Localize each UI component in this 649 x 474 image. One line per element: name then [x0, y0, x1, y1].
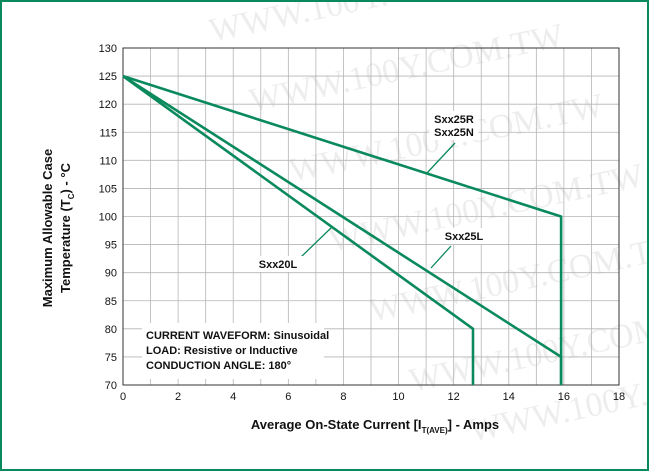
x-tick-label: 4: [230, 391, 236, 403]
y-axis-title-line1: Maximum Allowable Case: [40, 149, 55, 307]
x-axis-title-tail: ] - Amps: [448, 417, 500, 432]
note-line: LOAD: Resistive or Inductive: [146, 345, 298, 357]
x-tick-label: 18: [613, 391, 625, 403]
y-tick-label: 90: [105, 268, 117, 280]
note-line: CURRENT WAVEFORM: Sinusoidal: [146, 330, 329, 342]
y-tick-label: 120: [99, 99, 117, 111]
series-label: Sxx25R: [434, 114, 474, 126]
x-tick-label: 2: [175, 391, 181, 403]
callout-background: [439, 228, 489, 244]
series-line-0: [122, 74, 563, 385]
y-tick-label: 105: [99, 183, 117, 195]
y-tick-label: 95: [105, 240, 117, 252]
series-line-1: [122, 75, 563, 385]
x-axis-title-main: Average On-State Current [I: [251, 417, 422, 432]
y-axis-title-line2-tail: ) - °C: [58, 162, 73, 193]
callout-background: [429, 111, 479, 140]
y-tick-label: 85: [105, 296, 117, 308]
y-tick-label: 110: [99, 155, 117, 167]
x-tick-label: 12: [448, 391, 460, 403]
x-axis-title-subscript: T(AVE): [422, 426, 448, 435]
conditions-note: CURRENT WAVEFORM: Sinusoidal LOAD: Resist…: [142, 323, 329, 379]
x-tick-label: 14: [503, 391, 515, 403]
y-tick-label: 70: [105, 380, 117, 392]
x-tick-label: 0: [120, 391, 126, 403]
series-label: Sxx25L: [445, 231, 484, 243]
y-tick-label: 100: [99, 212, 117, 224]
note-background: [142, 323, 324, 379]
y-tick-label: 125: [99, 71, 117, 83]
chart: WWW.100Y.COM.TWWWW.100Y.COM.TWWWW.100Y.C…: [40, 0, 649, 450]
x-axis-title: Average On-State Current [IT(AVE)] - Amp…: [251, 417, 499, 435]
note-line: CONDUCTION ANGLE: 180°: [146, 360, 291, 372]
y-axis-title-line2-main: Temperature (T: [58, 199, 73, 293]
y-tick-labels: 70 75 80 85 90 95 100 105 110 115 120 125 130: [99, 43, 117, 392]
y-axis-title-line2: Temperature (TC) - °C: [58, 162, 76, 293]
y-axis-title-line2-subscript: C: [67, 193, 76, 199]
x-tick-label: 8: [340, 391, 346, 403]
x-tick-label: 6: [285, 391, 291, 403]
series-layer: [122, 74, 563, 385]
plot-border: [122, 47, 620, 386]
callout-leader: [426, 142, 456, 174]
callout-leader: [430, 245, 452, 269]
y-tick-label: 75: [105, 352, 117, 364]
x-tick-label: 10: [392, 391, 404, 403]
callout-leader: [300, 226, 333, 258]
series-line-2: [122, 75, 475, 385]
y-tick-label: 130: [99, 43, 117, 55]
y-tick-label: 115: [99, 127, 117, 139]
x-tick-labels: 0 2 4 6 8 10 12 14 16 18: [120, 391, 625, 403]
callout-background: [253, 256, 303, 272]
y-tick-label: 80: [105, 324, 117, 336]
series-label: Sxx20L: [259, 259, 298, 271]
x-tick-label: 16: [558, 391, 570, 403]
series-label: Sxx25N: [434, 127, 474, 139]
